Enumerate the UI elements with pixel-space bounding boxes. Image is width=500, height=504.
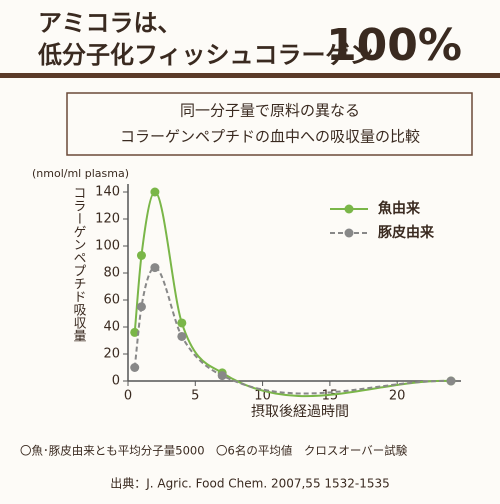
y-tick-label: 100 xyxy=(95,239,120,254)
point xyxy=(217,371,227,381)
y-tick-label: 140 xyxy=(95,185,120,200)
x-tick-label: 0 xyxy=(124,389,132,404)
point xyxy=(177,318,187,328)
header-line2: 低分子化フィッシュコラーゲン xyxy=(37,41,374,69)
legend-label: 豚皮由来 xyxy=(378,224,435,241)
x-tick-label: 20 xyxy=(389,389,406,404)
point xyxy=(130,327,140,337)
source: 出典：J. Agric. Food Chem. 2007,55 1532-153… xyxy=(110,477,390,491)
line xyxy=(133,190,452,398)
header-bar xyxy=(0,73,500,78)
legend-marker xyxy=(344,204,354,214)
point xyxy=(446,376,456,386)
header-line1: アミコラは、 xyxy=(38,9,182,37)
caption-box xyxy=(66,92,473,156)
y-tick-label: 20 xyxy=(103,347,120,362)
point xyxy=(136,302,146,312)
line xyxy=(133,266,452,395)
footnote: 〇魚･豚皮由来とも平均分子量5000 〇6名の平均値 クロスオーバー試験 xyxy=(20,444,408,458)
box-line2: コラーゲンペプチドの血中への吸収量の比較 xyxy=(120,128,420,146)
point xyxy=(136,250,146,260)
y-tick-label: 60 xyxy=(103,293,120,308)
point xyxy=(177,331,187,341)
y-unit: (nmol/ml plasma) xyxy=(32,167,129,180)
legend-label: 魚由来 xyxy=(378,200,421,217)
y-tick-label: 40 xyxy=(103,320,120,335)
box-line1: 同一分子量で原料の異なる xyxy=(180,102,360,120)
y-tick-label: 0 xyxy=(112,374,120,389)
x-tick-label: 5 xyxy=(191,389,199,404)
point xyxy=(130,363,140,372)
point xyxy=(150,263,160,273)
x-tick-label: 15 xyxy=(322,389,339,404)
header-percent: 100% xyxy=(326,20,462,71)
y-axis-label: コラーゲンペプチド吸収量 xyxy=(71,186,87,342)
y-tick-label: 80 xyxy=(103,266,120,281)
point xyxy=(150,187,160,197)
y-tick-label: 120 xyxy=(95,212,120,227)
legend-marker xyxy=(344,228,354,238)
x-axis-label: 摂取後経過時間 xyxy=(251,404,349,420)
